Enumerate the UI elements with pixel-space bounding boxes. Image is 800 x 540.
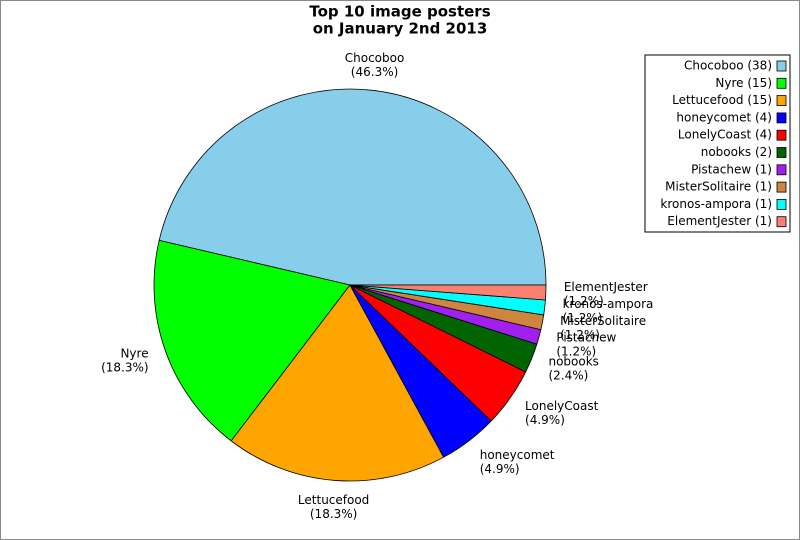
slice-value-label: (4.9%) xyxy=(525,413,565,427)
chart-title: on January 2nd 2013 xyxy=(313,20,488,38)
slice-label: Lettucefood xyxy=(298,493,369,507)
slice-value-label: (2.4%) xyxy=(548,368,588,382)
legend-swatch xyxy=(776,181,787,193)
slice-label: Chocoboo xyxy=(345,51,405,65)
slice-label: ElementJester xyxy=(564,280,648,294)
slice-value-label: (18.3%) xyxy=(101,361,148,375)
slice-label: Nyre xyxy=(120,347,148,361)
legend-label: LonelyCoast (4) xyxy=(678,128,772,142)
legend-swatch xyxy=(776,216,787,228)
legend-label: kronos-ampora (1) xyxy=(660,197,772,211)
legend-swatch xyxy=(776,112,787,124)
chart-title: Top 10 image posters xyxy=(309,3,490,21)
slice-label: honeycomet xyxy=(480,448,555,462)
slice-value-label: (1.2%) xyxy=(563,311,603,325)
legend-label: honeycomet (4) xyxy=(676,110,772,124)
legend-label: MisterSolitaire (1) xyxy=(665,180,772,194)
pie-slice xyxy=(349,284,547,301)
slice-value-label: (46.3%) xyxy=(351,65,398,79)
legend-swatch xyxy=(776,60,787,72)
legend-box xyxy=(644,54,791,233)
legend-label: ElementJester (1) xyxy=(667,214,772,228)
legend-swatch xyxy=(776,95,787,106)
slice-label: nobooks xyxy=(548,354,598,368)
legend-swatch xyxy=(776,147,787,158)
slice-value-label: (1.2%) xyxy=(560,328,600,342)
legend-swatch xyxy=(776,77,787,89)
legend-label: nobooks (2) xyxy=(701,145,772,159)
slice-value-label: (1.2%) xyxy=(556,344,596,358)
pie-slice xyxy=(230,284,445,482)
legend-swatch xyxy=(776,198,787,210)
pie-slice xyxy=(158,88,547,286)
legend-swatch xyxy=(776,164,787,176)
legend-swatch xyxy=(776,129,787,141)
pie-slice xyxy=(153,239,351,442)
slice-label: kronos-ampora xyxy=(563,297,654,311)
legend-label: Lettucefood (15) xyxy=(672,93,772,107)
slice-value-label: (18.3%) xyxy=(310,507,357,521)
legend-label: Chocoboo (38) xyxy=(684,59,772,73)
slice-value-label: (1.2%) xyxy=(564,294,604,308)
slice-value-label: (4.9%) xyxy=(480,462,520,476)
slice-label: MisterSolitaire xyxy=(560,314,646,328)
slice-label: Pistachew xyxy=(556,330,616,344)
legend-label: Pistachew (1) xyxy=(691,162,772,176)
slice-label: LonelyCoast xyxy=(525,399,599,413)
legend-label: Nyre (15) xyxy=(715,76,772,90)
